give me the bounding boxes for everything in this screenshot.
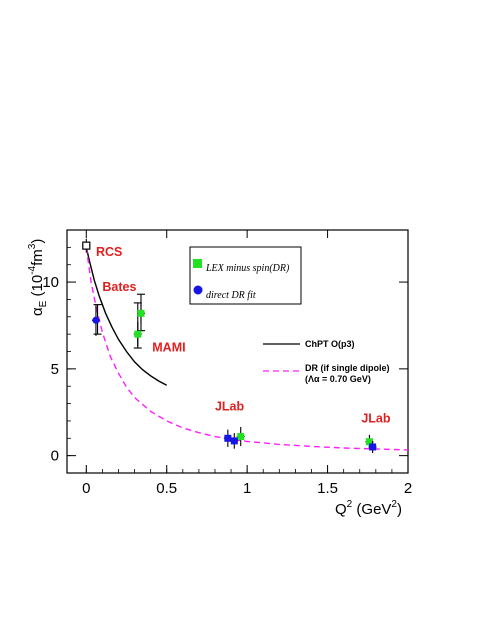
tick-layer: 0 0.5 1 1.5 2 0 5 10: [42, 229, 412, 497]
annotation-label: JLab: [361, 412, 391, 426]
chpt-curve: [85, 247, 168, 386]
x-tick-label: 0: [82, 480, 90, 497]
curve-key: ChPT O(p3) DR (if single dipole) (Λα = 0…: [263, 339, 390, 384]
x-axis-label: Q2 (GeV2): [335, 499, 402, 518]
data-point-square: [137, 309, 145, 317]
point-layer: [82, 238, 377, 454]
curve-key-chpt-label: ChPT O(p3): [305, 339, 355, 349]
legend-marker-lex: [193, 259, 202, 268]
y-tick-label: 0: [51, 448, 59, 465]
data-point-square: [365, 438, 373, 446]
data-point-square: [230, 437, 238, 445]
y-tick-label: 10: [42, 274, 59, 291]
legend-marker-dr: [193, 285, 203, 295]
annotation-label: MAMI: [152, 341, 185, 355]
annotation-label: JLab: [215, 400, 245, 414]
annotation-label: RCS: [96, 245, 122, 259]
annotation-layer: RCS Bates MAMI JLab JLab: [96, 245, 391, 426]
legend-box: [189, 246, 302, 305]
data-point-square: [369, 443, 377, 451]
x-tick-label: 2: [404, 480, 412, 497]
dr-dipole-curve: [85, 247, 409, 451]
y-axis-label: αE (10-4fm3): [27, 239, 49, 316]
curve-key-dr-sublabel: (Λα = 0.70 GeV): [305, 374, 371, 384]
y-tick-label: 5: [51, 361, 59, 378]
curve-layer: [85, 247, 409, 451]
legend-label-lex: LEX minus spin(DR): [205, 263, 290, 274]
data-point-square: [237, 433, 245, 441]
x-tick-label: 1: [243, 480, 251, 497]
curve-key-dr-label: DR (if single dipole): [305, 363, 390, 373]
legend: LEX minus spin(DR) direct DR fit: [189, 246, 302, 305]
data-point-square: [134, 330, 142, 338]
x-tick-label: 0.5: [156, 480, 177, 497]
data-point-circle: [92, 316, 100, 324]
data-point-open-square: [82, 241, 91, 250]
annotation-label: Bates: [102, 280, 136, 294]
legend-label-dr: direct DR fit: [206, 290, 256, 301]
data-point-square: [224, 434, 232, 442]
x-tick-label: 1.5: [317, 480, 338, 497]
